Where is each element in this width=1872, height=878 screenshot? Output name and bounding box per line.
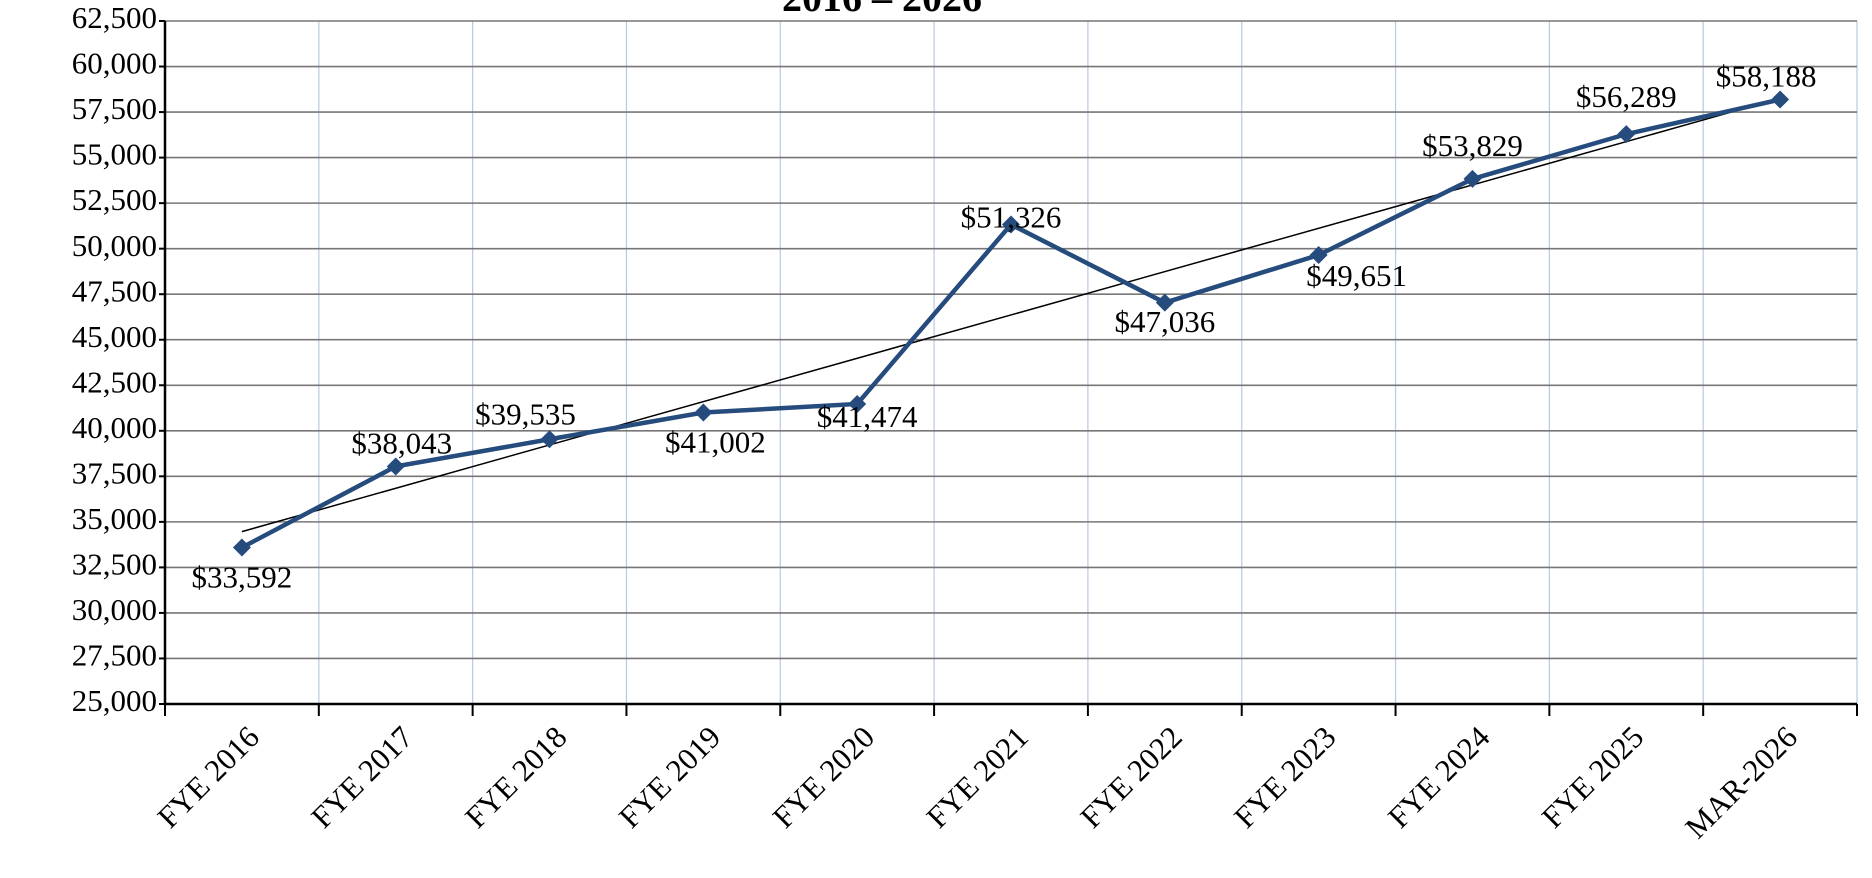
y-tick-label: 35,000 [72, 501, 157, 536]
data-label: $56,289 [1576, 79, 1677, 114]
y-tick-label: 25,000 [72, 683, 157, 718]
marker [386, 457, 405, 476]
y-tick-label: 27,500 [72, 638, 157, 673]
data-label: $47,036 [1114, 304, 1215, 339]
y-tick-label: 30,000 [72, 592, 157, 627]
y-tick-label: 32,500 [72, 547, 157, 582]
y-tick-label: 45,000 [72, 319, 157, 354]
y-tick-label: 57,500 [72, 91, 157, 126]
data-label: $53,829 [1422, 128, 1523, 163]
marker [540, 430, 559, 449]
data-label: $39,535 [475, 396, 576, 431]
y-tick-label: 40,000 [72, 410, 157, 445]
marker [1771, 90, 1790, 109]
x-tick-label: FYE 2020 [766, 719, 881, 834]
y-tick-label: 50,000 [72, 228, 157, 263]
y-tick-label: 62,500 [72, 0, 157, 35]
y-tick-label: 37,500 [72, 455, 157, 490]
x-tick-label: FYE 2016 [150, 719, 265, 834]
x-tick-label: FYE 2021 [919, 719, 1034, 834]
marker [1617, 125, 1636, 144]
x-tick-label: FYE 2023 [1227, 719, 1342, 834]
y-tick-label: 60,000 [72, 46, 157, 81]
x-tick-label: FYE 2025 [1535, 719, 1650, 834]
x-tick-label: FYE 2017 [304, 719, 419, 834]
y-tick-label: 52,500 [72, 182, 157, 217]
marker [1002, 215, 1020, 234]
marker [1309, 246, 1328, 265]
x-tick-label: FYE 2019 [612, 719, 727, 834]
y-tick-label: 47,500 [72, 273, 157, 308]
chart-title: 2016 – 2026 [782, 0, 982, 20]
x-tick-label: MAR-2026 [1678, 719, 1804, 845]
marker [1155, 293, 1174, 312]
x-tick-label: FYE 2022 [1073, 719, 1188, 834]
data-label: $51,326 [961, 200, 1062, 235]
marker [232, 538, 251, 557]
y-tick-label: 42,500 [72, 364, 157, 399]
y-tick-label: 55,000 [72, 137, 157, 172]
data-label: $38,043 [351, 426, 452, 461]
trendline [241, 97, 1781, 533]
data-label: $41,474 [817, 399, 918, 434]
marker [694, 403, 713, 422]
marker [848, 394, 867, 413]
x-tick-label: FYE 2018 [458, 719, 573, 834]
data-label: $41,002 [665, 425, 766, 460]
marker [1463, 169, 1482, 188]
data-label: $33,592 [192, 560, 293, 595]
data-label: $58,188 [1716, 59, 1817, 94]
data-label: $49,651 [1306, 258, 1407, 293]
x-tick-label: FYE 2024 [1381, 719, 1497, 835]
